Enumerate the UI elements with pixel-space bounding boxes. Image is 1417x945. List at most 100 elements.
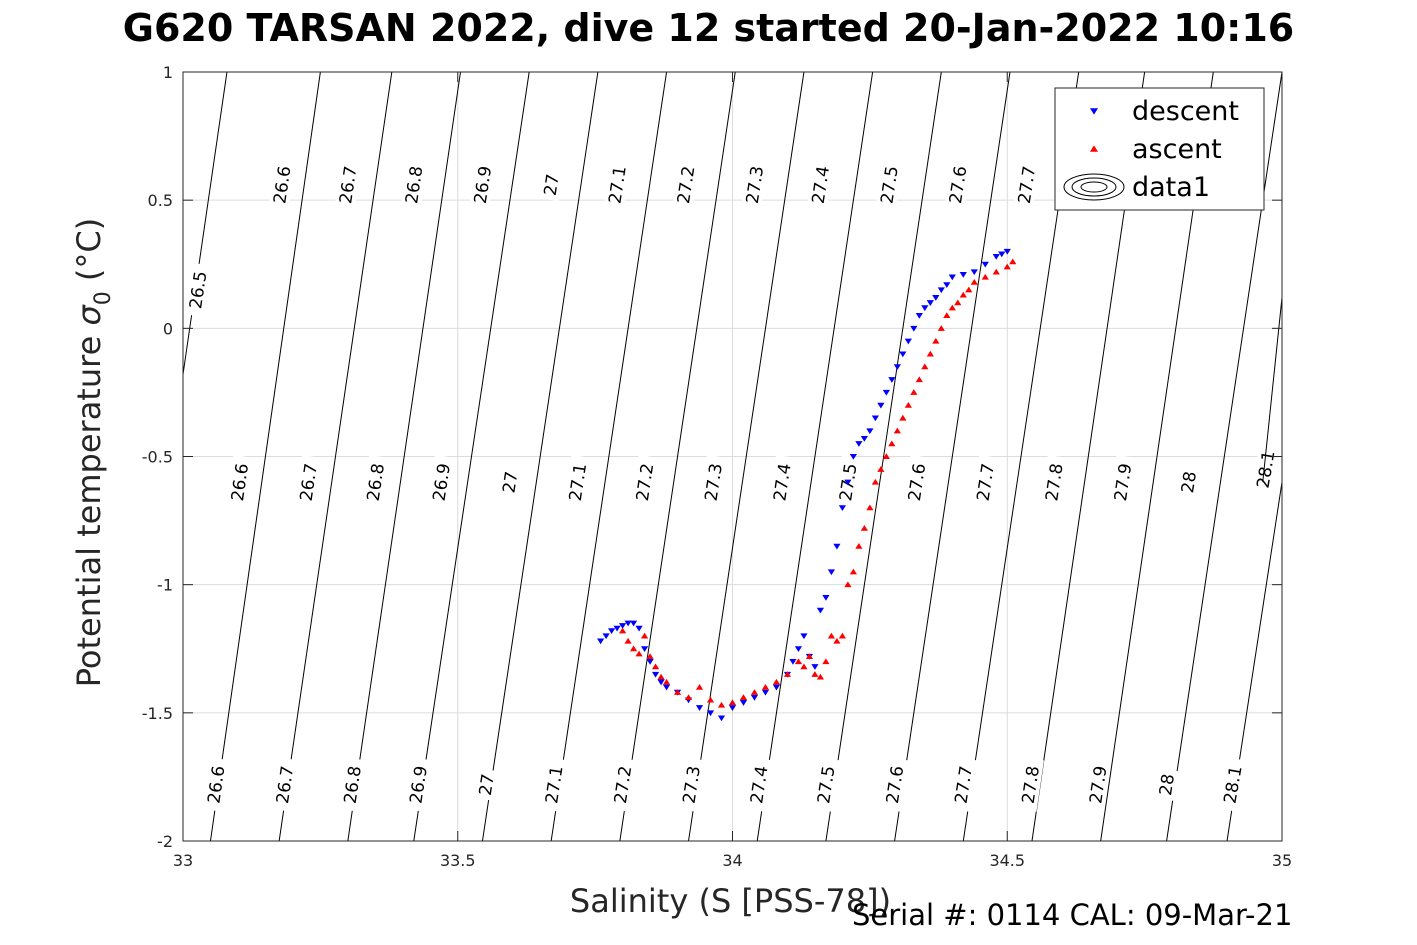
- ascent-point: [970, 278, 978, 285]
- contour-label-group: 27.6: [944, 157, 972, 212]
- contour-label-27.3: 27.3: [702, 462, 727, 502]
- legend-label-ascent: ascent: [1132, 134, 1222, 165]
- ascent-point: [844, 581, 852, 588]
- descent-point: [992, 254, 1000, 260]
- contour-label-group: 27.6: [902, 454, 931, 510]
- ascent-point: [827, 632, 836, 639]
- contour-line-26.7: [278, 72, 393, 841]
- contour-label-group: 26.7: [334, 157, 362, 212]
- contour-label-28: 28: [1156, 773, 1179, 797]
- descent-point: [943, 282, 951, 288]
- y-tick-label: -1: [157, 576, 173, 595]
- descent-point: [915, 312, 923, 319]
- descent-point: [597, 638, 605, 645]
- x-tick-label: 35: [1272, 851, 1292, 870]
- contour-label-group: 26.6: [202, 757, 230, 812]
- descent-point: [651, 671, 660, 678]
- legend-label-data1: data1: [1132, 172, 1210, 203]
- contour-label-group: 26.9: [468, 157, 497, 212]
- contour-label-bg: [608, 757, 637, 812]
- descent-point: [750, 694, 759, 701]
- contour-label-26.5: 26.5: [186, 270, 211, 310]
- legend-label-descent: descent: [1132, 96, 1239, 127]
- contour-label-bg: [497, 465, 523, 499]
- ascent-point: [849, 568, 857, 575]
- ascent-point: [695, 683, 704, 690]
- ascent-point: [811, 671, 819, 677]
- y-tick-label: -0.5: [142, 448, 173, 467]
- contour-label-group: 27.1: [563, 454, 592, 510]
- ascent-point: [893, 427, 901, 434]
- contour-label-27.7: 27.7: [974, 462, 999, 502]
- ascent-point: [822, 658, 830, 665]
- contour-label-group: 27.7: [949, 757, 978, 812]
- ascent-point: [794, 658, 803, 665]
- ascent-point: [981, 273, 989, 280]
- contour-label-27: 27: [541, 173, 564, 197]
- descent-point: [855, 441, 863, 447]
- descent-point: [882, 389, 890, 396]
- contour-label-group: 26.6: [226, 454, 254, 510]
- x-tick-label: 33: [173, 851, 193, 870]
- contour-label-bg: [1012, 157, 1041, 212]
- ascent-point: [915, 376, 923, 383]
- contour-label-bg: [268, 157, 296, 212]
- contour-label-27.1: 27.1: [542, 765, 567, 805]
- contour-label-group: 28.1: [1218, 757, 1247, 812]
- ascent-point: [816, 673, 825, 680]
- descent-point: [816, 607, 825, 614]
- contour-label-group: 27.4: [745, 757, 773, 812]
- ascent-point: [635, 650, 643, 657]
- descent-point: [635, 625, 643, 632]
- contour-label-group: 27.7: [1012, 157, 1041, 212]
- contour-label-bg: [1176, 465, 1201, 499]
- contour-label-group: 27: [497, 465, 523, 499]
- descent-point: [904, 338, 912, 345]
- y-axis-label: Potential temperature σ0 (°C): [70, 218, 116, 687]
- ascent-point: [651, 663, 660, 670]
- ascent-point: [888, 440, 896, 447]
- y-tick-label: -2: [157, 832, 173, 851]
- contour-label-bg: [226, 454, 254, 510]
- descent-point: [888, 377, 896, 383]
- contour-label-bg: [944, 157, 972, 212]
- contour-label-group: 27.8: [1040, 454, 1068, 510]
- contour-label-26.6: 26.6: [204, 765, 229, 805]
- contour-label-group: 27.3: [677, 757, 706, 812]
- contour-line-27.6: [894, 72, 1011, 841]
- contour-label-26.6: 26.6: [228, 462, 253, 502]
- contour-label-27.8: 27.8: [1019, 765, 1044, 805]
- descent-point: [827, 569, 836, 576]
- y-axis-label-subscript: 0: [91, 291, 116, 305]
- x-tick-label: 34: [722, 851, 742, 870]
- ascent-point: [910, 389, 918, 395]
- y-axis-label-unit: (°C): [70, 218, 108, 291]
- contour-label-group: 27.3: [699, 454, 728, 510]
- contour-label-bg: [400, 157, 428, 212]
- descent-point: [646, 659, 654, 665]
- descent-point: [899, 351, 907, 358]
- ascent-point: [662, 678, 671, 685]
- legend-marker-descent: [1090, 108, 1098, 115]
- descent-point: [893, 364, 901, 371]
- contour-label-group: 27.8: [1016, 757, 1044, 812]
- descent-point: [838, 505, 846, 512]
- grid: [182, 71, 1283, 842]
- descent-point: [772, 684, 781, 691]
- descent-point: [822, 594, 830, 601]
- contour-label-bg: [334, 157, 362, 212]
- contour-line-28.1: [1226, 481, 1282, 841]
- contour-label-bg: [672, 157, 700, 212]
- contour-label-bg: [603, 157, 631, 212]
- descent-point: [844, 479, 852, 486]
- descent-point: [948, 274, 956, 281]
- serial-cal-footer: Serial #: 0114 CAL: 09-Mar-21: [852, 898, 1293, 932]
- ascent-point: [877, 466, 885, 472]
- contour-label-bg: [1251, 442, 1280, 497]
- descent-point: [657, 679, 665, 686]
- contour-label-group: 27.3: [740, 157, 769, 212]
- contour-label-group: 27.1: [603, 157, 631, 212]
- contour-label-27.2: 27.2: [633, 462, 658, 502]
- contour-label-group: 27.4: [806, 157, 835, 212]
